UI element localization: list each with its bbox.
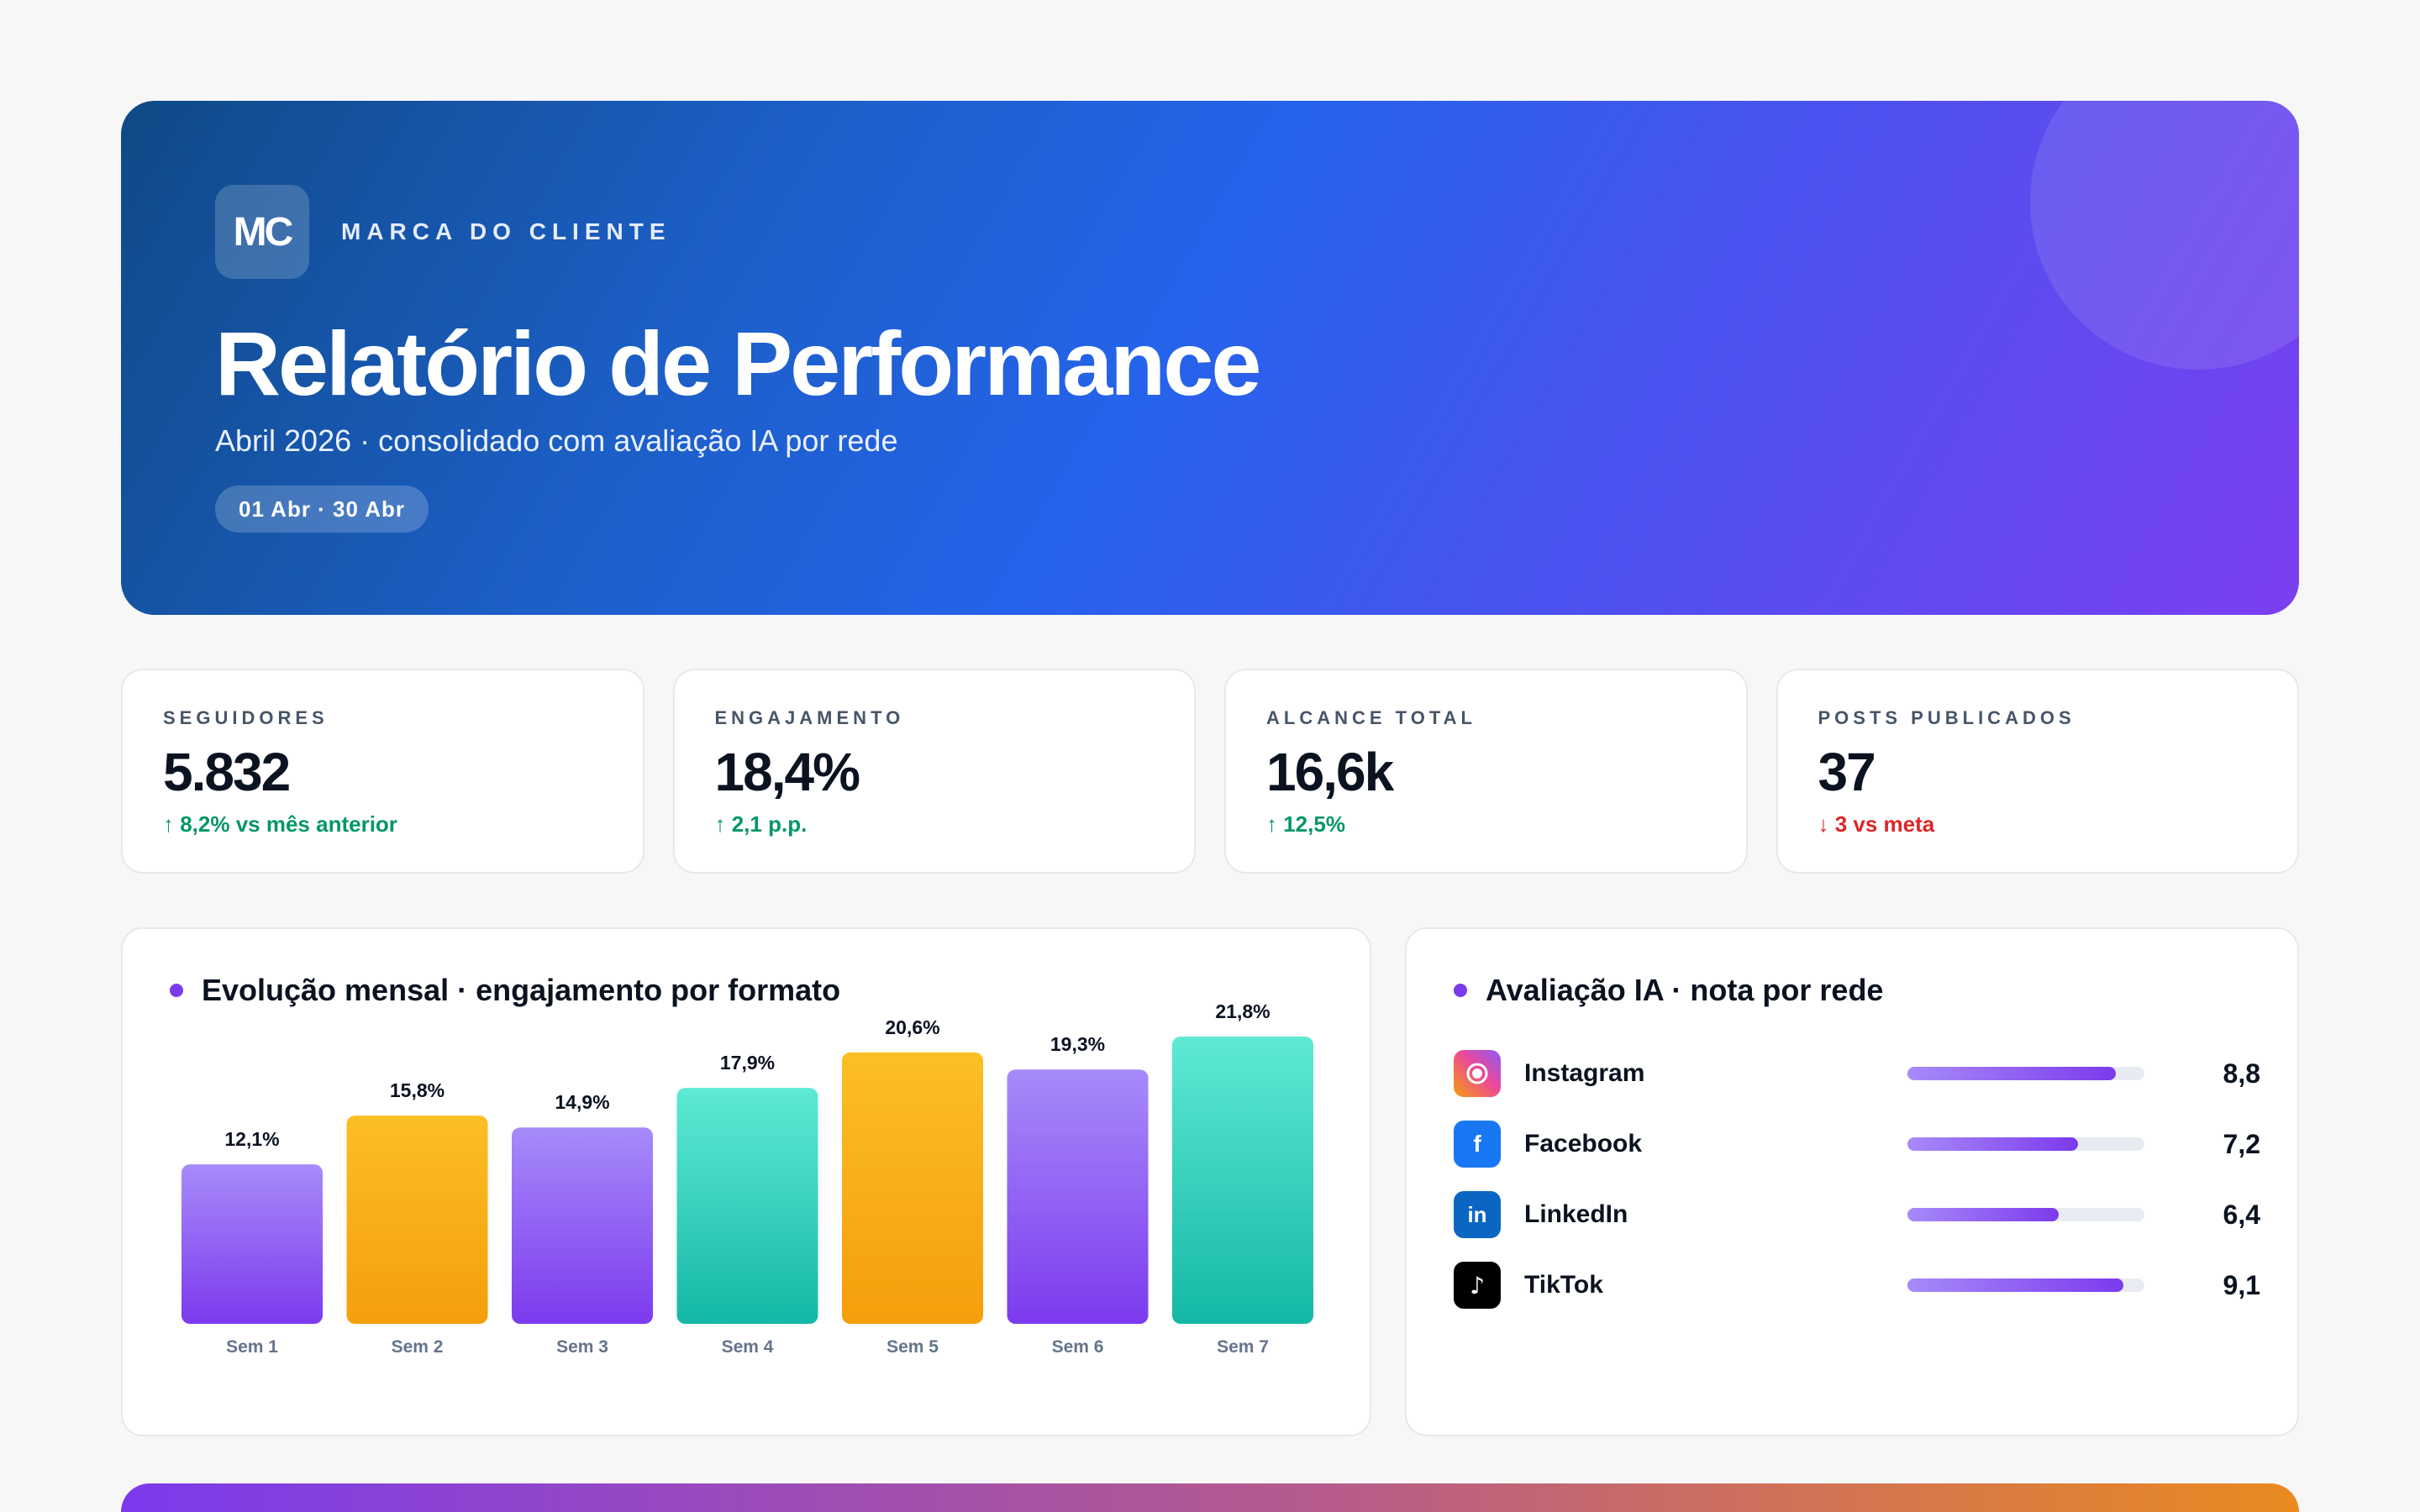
kpi-label: SEGUIDORES xyxy=(163,707,329,728)
bar-value-label: 14,9% xyxy=(555,1091,609,1113)
x-tick-label: Sem 6 xyxy=(1052,1337,1104,1357)
bar-value-label: 21,8% xyxy=(1215,1000,1270,1022)
kpi-label: ALCANCE TOTAL xyxy=(1266,707,1476,728)
network-score: 9,1 xyxy=(2223,1269,2260,1300)
ai-evaluation-panel: Avaliação IA · nota por rede Instagram 8… xyxy=(1405,927,2299,1436)
linkedin-icon: in xyxy=(1454,1191,1501,1238)
kpi-card-reach: ALCANCE TOTAL 16,6k ↑ 12,5% xyxy=(1224,669,1748,874)
brand-name: MARCA DO CLIENTE xyxy=(341,218,671,244)
kpi-card-engagement: ENGAJAMENTO 18,4% ↑ 2,1 p.p. xyxy=(672,669,1196,874)
score-bar-fill xyxy=(1907,1137,2079,1151)
brand: MC MARCA DO CLIENTE xyxy=(215,185,671,279)
x-tick-label: Sem 4 xyxy=(722,1337,774,1357)
bar-sem-3 xyxy=(512,1127,653,1324)
network-score-list: Instagram 8,8 f Facebook 7,2 in LinkedIn… xyxy=(1454,1038,2260,1320)
ai-title: Avaliação IA · nota por rede xyxy=(1486,973,1884,1007)
kpi-value: 37 xyxy=(1818,742,1876,802)
bullet-dot-icon xyxy=(1454,984,1467,997)
score-bar-fill xyxy=(1907,1067,2117,1080)
network-score: 6,4 xyxy=(2223,1199,2260,1230)
chart-title: Evolução mensal · engajamento por format… xyxy=(202,973,841,1007)
page-subtitle: Abril 2026 · consolidado com avaliação I… xyxy=(215,423,898,458)
bar-sem-7 xyxy=(1172,1037,1313,1324)
kpi-card-followers: SEGUIDORES 5.832 ↑ 8,2% vs mês anterior xyxy=(121,669,644,874)
ai-panel-title: Avaliação IA · nota por rede xyxy=(1454,973,1883,1008)
score-bar xyxy=(1907,1278,2144,1292)
kpi-value: 18,4% xyxy=(714,742,860,802)
bar-chart: 12,1% Sem 1 15,8% Sem 2 14,9% Sem 3 17,9% Sem 4… xyxy=(182,1000,1313,1357)
network-name: Facebook xyxy=(1524,1130,1643,1158)
bar-sem-2 xyxy=(346,1116,488,1324)
bottom-section-banner xyxy=(121,1483,2299,1512)
brand-logo: MC xyxy=(215,185,309,279)
kpi-delta: ↓ 3 vs meta xyxy=(1818,811,1935,837)
kpi-label: ENGAJAMENTO xyxy=(714,707,905,728)
engagement-chart-panel: Evolução mensal · engajamento por format… xyxy=(121,927,1371,1436)
bar-value-label: 17,9% xyxy=(720,1052,775,1074)
x-tick-label: Sem 7 xyxy=(1217,1337,1269,1357)
score-bar xyxy=(1907,1137,2144,1151)
period-badge: 01 Abr · 30 Abr xyxy=(215,486,429,533)
kpi-value: 5.832 xyxy=(163,742,291,802)
score-bar-fill xyxy=(1907,1278,2123,1292)
x-tick-label: Sem 1 xyxy=(226,1337,278,1357)
network-name: TikTok xyxy=(1524,1271,1603,1299)
bullet-dot-icon xyxy=(170,984,183,997)
decorative-circle xyxy=(2030,101,2299,370)
bar-value-label: 15,8% xyxy=(390,1079,445,1101)
score-bar-fill xyxy=(1907,1208,2060,1221)
score-bar xyxy=(1907,1067,2144,1080)
kpi-card-posts: POSTS PUBLICADOS 37 ↓ 3 vs meta xyxy=(1776,669,2299,874)
network-name: LinkedIn xyxy=(1524,1200,1628,1228)
chart-bars: 12,1% Sem 1 15,8% Sem 2 14,9% Sem 3 17,9% Sem 4… xyxy=(182,1000,1313,1357)
network-row-facebook: f Facebook 7,2 xyxy=(1454,1109,2260,1179)
kpi-label: POSTS PUBLICADOS xyxy=(1818,707,2075,728)
bar-value-label: 19,3% xyxy=(1050,1033,1105,1055)
bar-sem-1 xyxy=(182,1164,323,1324)
network-row-tiktok: ♪ TikTok 9,1 xyxy=(1454,1250,2260,1320)
hero-banner: MC MARCA DO CLIENTE Relatório de Perform… xyxy=(121,101,2299,615)
instagram-icon xyxy=(1454,1050,1501,1097)
x-tick-label: Sem 5 xyxy=(886,1337,939,1357)
network-name: Instagram xyxy=(1524,1059,1645,1087)
bar-value-label: 20,6% xyxy=(885,1016,939,1038)
bar-sem-6 xyxy=(1007,1069,1149,1324)
kpi-value: 16,6k xyxy=(1266,742,1394,802)
chart-panel-title: Evolução mensal · engajamento por format… xyxy=(170,973,840,1008)
tiktok-icon: ♪ xyxy=(1454,1262,1501,1309)
kpi-delta: ↑ 2,1 p.p. xyxy=(714,811,808,837)
bar-sem-4 xyxy=(676,1088,818,1324)
network-score: 8,8 xyxy=(2223,1058,2260,1089)
bar-sem-5 xyxy=(842,1052,983,1324)
network-score: 7,2 xyxy=(2223,1128,2260,1159)
kpi-row: SEGUIDORES 5.832 ↑ 8,2% vs mês anterior … xyxy=(121,669,2299,874)
network-row-linkedin: in LinkedIn 6,4 xyxy=(1454,1179,2260,1250)
x-tick-label: Sem 3 xyxy=(556,1337,608,1357)
page-title: Relatório de Performance xyxy=(215,312,1261,414)
network-row-instagram: Instagram 8,8 xyxy=(1454,1038,2260,1109)
kpi-delta: ↑ 12,5% xyxy=(1266,811,1345,837)
facebook-icon: f xyxy=(1454,1121,1501,1168)
x-tick-label: Sem 2 xyxy=(392,1337,444,1357)
score-bar xyxy=(1907,1208,2144,1221)
bar-value-label: 12,1% xyxy=(224,1128,279,1150)
kpi-delta: ↑ 8,2% vs mês anterior xyxy=(163,811,397,837)
